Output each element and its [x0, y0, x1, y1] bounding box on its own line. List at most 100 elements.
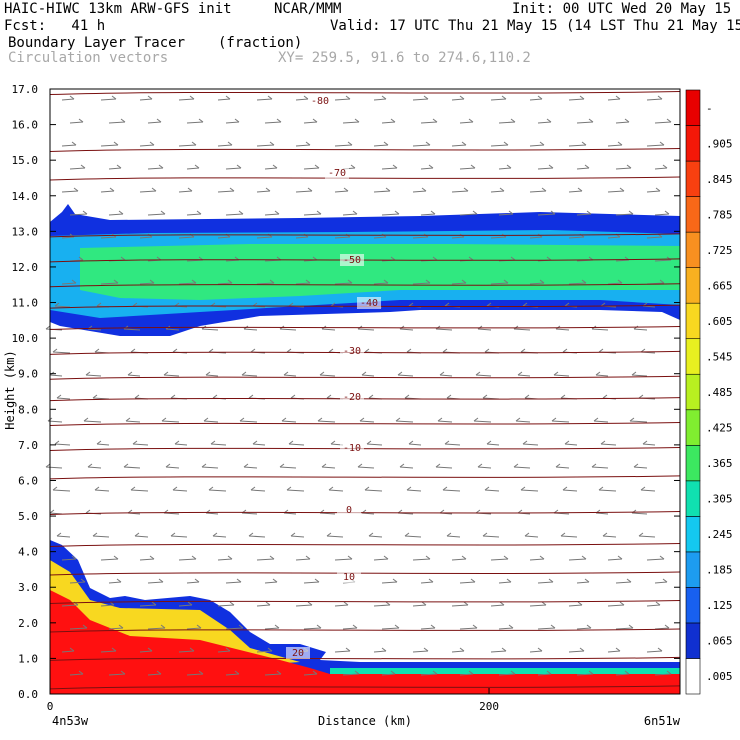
- y-tick-label: 14.0: [12, 190, 39, 203]
- circulation-vector: [412, 282, 431, 285]
- circulation-vector-head: [364, 486, 370, 491]
- circulation-vector-head: [598, 486, 604, 491]
- circulation-vector-head: [579, 647, 585, 652]
- circulation-vector-head: [321, 463, 327, 468]
- circulation-vector: [264, 121, 282, 124]
- circulation-vector-head: [208, 486, 214, 491]
- circulation-vector-head: [156, 670, 162, 675]
- circulation-vector: [591, 328, 609, 331]
- circulation-vector: [178, 98, 195, 101]
- temperature-contour: [49, 685, 681, 690]
- circulation-vector: [165, 328, 180, 331]
- circulation-vector: [303, 581, 320, 584]
- circulation-vector-head: [499, 601, 505, 606]
- circulation-vector: [490, 558, 509, 561]
- circulation-vector: [412, 604, 427, 607]
- circulation-vector: [54, 305, 71, 308]
- colorbar-label: -: [706, 102, 713, 115]
- circulation-vector: [642, 305, 656, 308]
- circulation-vector-head: [78, 118, 84, 123]
- circulation-vector-head: [45, 325, 51, 330]
- circulation-vector-head: [307, 187, 313, 192]
- circulation-vector: [654, 167, 668, 170]
- upper-layer-core: [80, 244, 680, 300]
- header-valid-time: Valid: 17 UTC Thu 21 May 15 (14 LST Thu …: [330, 18, 740, 34]
- circulation-vector-head: [343, 187, 349, 192]
- circulation-vector: [256, 558, 275, 561]
- circulation-vector: [139, 650, 153, 653]
- circulation-vector-head: [548, 164, 554, 169]
- circulation-vector: [303, 213, 322, 216]
- circulation-vector: [412, 558, 431, 561]
- circulation-vector-head: [506, 578, 512, 583]
- circulation-vector: [529, 98, 543, 101]
- circulation-vector: [61, 98, 75, 101]
- circulation-vector: [178, 558, 197, 561]
- y-tick-label: 16.0: [12, 119, 39, 132]
- circulation-vector: [147, 213, 166, 216]
- temperature-contour: [49, 350, 681, 355]
- circulation-vector: [654, 673, 672, 676]
- circulation-vector-head: [283, 371, 289, 376]
- circulation-vector: [607, 558, 623, 561]
- circulation-vector-head: [212, 532, 218, 537]
- circulation-vector: [286, 489, 305, 492]
- circulation-vector-head: [347, 279, 353, 284]
- circulation-vector-head: [189, 647, 195, 652]
- temperature-contour: [49, 511, 681, 515]
- circulation-vector-head: [118, 210, 124, 215]
- header-model-title: HAIC-HIWC 13km ARW-GFS init: [4, 1, 232, 17]
- circulation-vector-head: [600, 302, 606, 307]
- y-tick-label: 8.0: [18, 403, 38, 416]
- colorbar-swatch: [685, 373, 701, 411]
- circulation-vector: [108, 213, 124, 216]
- circulation-vector-head: [225, 95, 231, 100]
- colorbar-label: .185: [706, 564, 733, 577]
- circulation-vector: [100, 282, 119, 285]
- circulation-vector-head: [628, 624, 634, 629]
- circulation-vector: [92, 397, 110, 400]
- circulation-vector: [490, 190, 505, 193]
- circulation-vector: [551, 420, 570, 423]
- circulation-vector-head: [553, 371, 559, 376]
- circulation-vector-head: [546, 256, 552, 261]
- colorbar-swatch: [685, 196, 701, 233]
- circulation-vector-head: [510, 670, 516, 675]
- circulation-vector-head: [577, 601, 583, 606]
- circulation-vector: [562, 489, 578, 492]
- circulation-vector-head: [482, 394, 488, 399]
- circulation-vector-head: [659, 279, 665, 284]
- circulation-vector: [217, 282, 233, 285]
- circulation-vector: [364, 489, 383, 492]
- colorbar-swatch: [685, 302, 701, 340]
- circulation-vector-head: [149, 279, 155, 284]
- colorbar-label: .545: [706, 350, 733, 363]
- circulation-vector: [640, 489, 656, 492]
- circulation-vector: [319, 374, 336, 377]
- circulation-vector: [498, 581, 512, 584]
- circulation-vector: [290, 535, 305, 538]
- circulation-vector: [576, 581, 590, 584]
- circulation-vector: [225, 581, 242, 584]
- circulation-vector-head: [317, 417, 323, 422]
- header-institution: NCAR/MMM: [274, 1, 342, 17]
- circulation-vector-head: [85, 509, 91, 514]
- circulation-vector-head: [120, 256, 126, 261]
- circulation-vector-head: [390, 670, 396, 675]
- circulation-vector-head: [267, 95, 273, 100]
- circulation-vector: [264, 581, 278, 584]
- circulation-vector-head: [482, 532, 488, 537]
- circulation-vector: [161, 420, 180, 423]
- circulation-vector-head: [564, 440, 570, 445]
- circulation-vector: [100, 190, 115, 193]
- circulation-vector: [568, 650, 585, 653]
- colorbar-label: .125: [706, 599, 733, 612]
- circulation-vector: [595, 512, 609, 515]
- contour-label: -40: [360, 298, 378, 309]
- circulation-vector: [373, 604, 391, 607]
- circulation-vector-head: [205, 371, 211, 376]
- circulation-vector-head: [628, 210, 634, 215]
- circulation-vector-head: [475, 371, 481, 376]
- circulation-vector-head: [225, 647, 231, 652]
- circulation-vector-head: [127, 509, 133, 514]
